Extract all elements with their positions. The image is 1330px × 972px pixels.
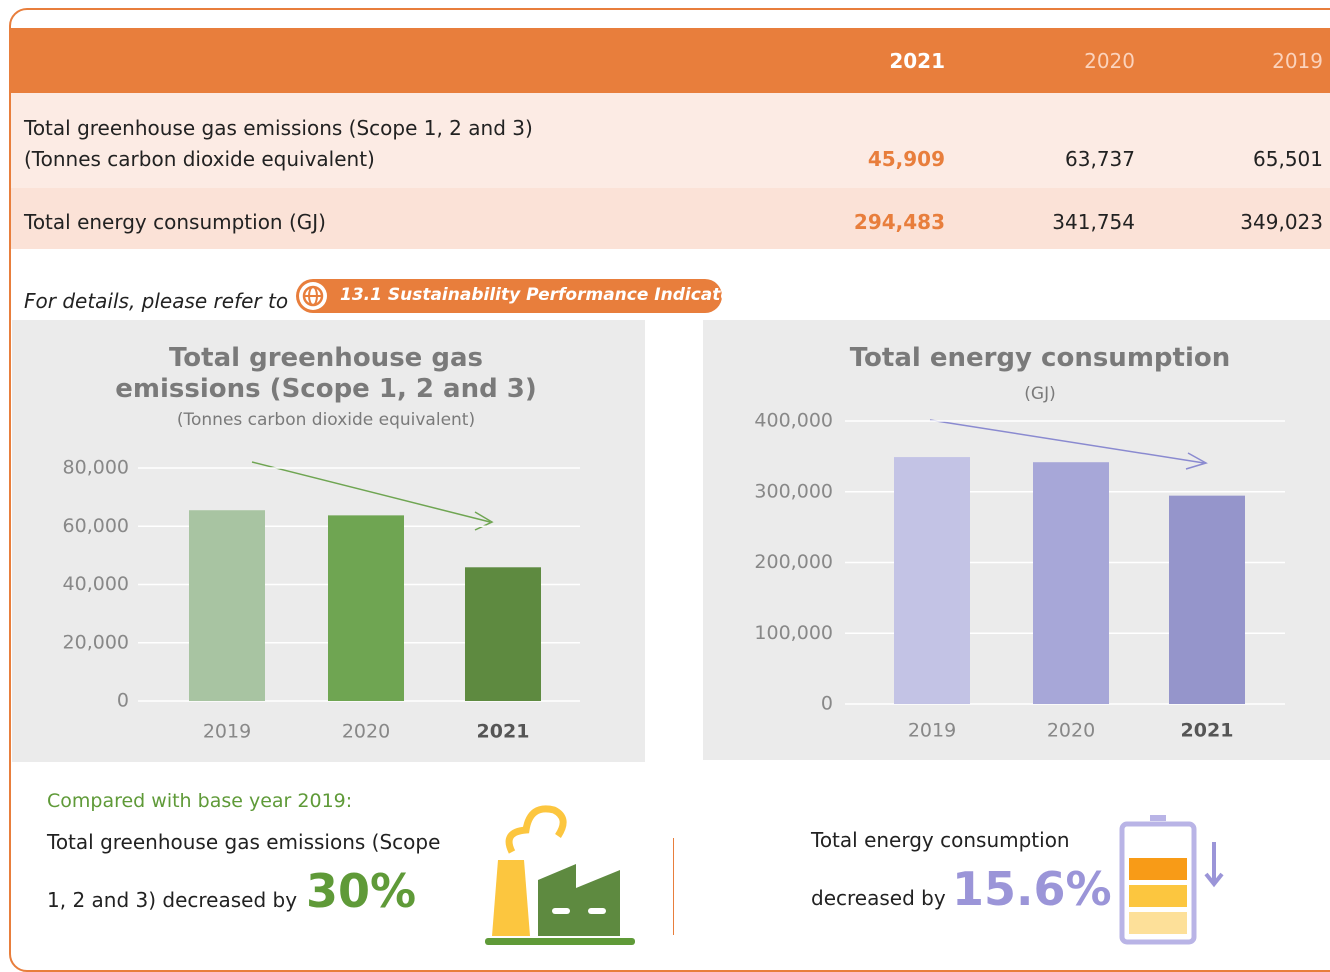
- summary-text: decreased by: [811, 888, 946, 908]
- x-tick-label: 2020: [1047, 720, 1095, 742]
- y-tick-label: 40,000: [63, 573, 129, 595]
- x-tick-label: 2021: [477, 721, 530, 743]
- bar: [1033, 462, 1109, 704]
- page: 2021 2020 2019 Total greenhouse gas emis…: [0, 0, 1330, 955]
- y-tick-label: 200,000: [754, 551, 833, 573]
- summary-figure: 15.6%: [952, 866, 1112, 912]
- bar: [189, 510, 265, 701]
- summary-text: Total energy consumption: [811, 830, 1070, 850]
- trend-arrow: [252, 462, 490, 522]
- y-tick-label: 80,000: [63, 457, 129, 479]
- bar: [1169, 496, 1245, 704]
- bar: [465, 567, 541, 701]
- x-tick-label: 2020: [342, 721, 390, 743]
- summary-figure: 30%: [306, 868, 416, 914]
- battery-icon: [1110, 812, 1230, 952]
- y-tick-label: 400,000: [754, 410, 833, 432]
- factory-icon: [480, 800, 640, 950]
- y-tick-label: 20,000: [63, 631, 129, 653]
- y-tick-label: 100,000: [754, 622, 833, 644]
- divider: [673, 838, 674, 935]
- bar: [328, 515, 404, 701]
- trend-arrow: [930, 420, 1204, 463]
- x-tick-label: 2021: [1181, 720, 1234, 742]
- x-tick-label: 2019: [203, 721, 251, 743]
- summary-text: 1, 2 and 3) decreased by: [47, 890, 297, 910]
- y-tick-label: 0: [821, 693, 833, 715]
- summary-heading: Compared with base year 2019:: [47, 792, 352, 811]
- y-tick-label: 60,000: [63, 515, 129, 537]
- y-tick-label: 0: [117, 690, 129, 712]
- summary-text: Total greenhouse gas emissions (Scope: [47, 832, 440, 852]
- x-tick-label: 2019: [908, 720, 956, 742]
- bar: [894, 457, 970, 704]
- y-tick-label: 300,000: [754, 480, 833, 502]
